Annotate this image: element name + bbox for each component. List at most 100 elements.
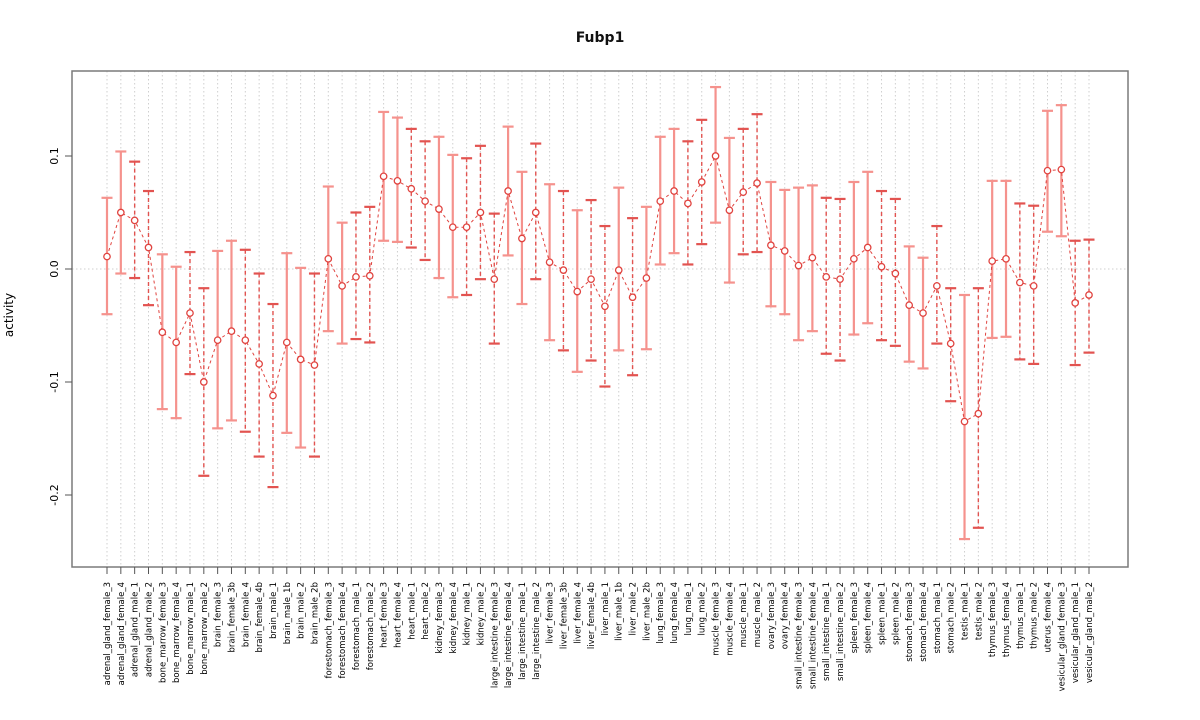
x-tick-label: large_intestine_female_3 (490, 582, 500, 688)
x-tick-label: kidney_male_1 (463, 582, 473, 645)
y-tick-label: 0.1 (48, 147, 61, 165)
data-point (531, 208, 540, 217)
x-tick-label: ovary_female_4 (781, 582, 791, 649)
data-point (780, 247, 789, 255)
data-point (1029, 282, 1038, 290)
x-tick-label: testis_male_2 (974, 582, 984, 640)
x-tick-label: heart_male_1 (407, 582, 417, 640)
data-point (241, 336, 250, 345)
x-tick-label: spleen_female_4 (864, 582, 874, 653)
data-point (1085, 291, 1093, 299)
x-tick-label: spleen_female_3 (850, 582, 860, 653)
data-point (670, 187, 678, 195)
data-point (850, 254, 858, 263)
x-tick-label: small_intestine_male_2 (836, 582, 846, 681)
x-tick-label: lung_female_4 (670, 582, 680, 644)
data-point (1015, 278, 1024, 287)
data-point (379, 172, 388, 181)
data-point (172, 338, 181, 347)
x-tick-label: heart_female_3 (380, 582, 390, 648)
x-tick-label: forestomach_male_1 (352, 582, 362, 670)
data-point (421, 197, 429, 206)
data-point (614, 266, 623, 274)
x-tick-label: small_intestine_male_1 (822, 582, 832, 681)
x-tick-label: bone_marrow_male_1 (186, 582, 196, 675)
x-tick-label: adrenal_gland_female_4 (117, 582, 127, 685)
data-point (808, 253, 817, 262)
data-point (255, 360, 263, 368)
data-point (199, 378, 208, 386)
x-tick-label: vesicular_gland_male_1 (1071, 582, 1081, 683)
x-tick-label: spleen_male_1 (878, 582, 888, 645)
x-tick-label: brain_female_4b (255, 582, 265, 652)
data-point (601, 302, 609, 311)
data-point (628, 293, 637, 302)
x-tick-label: testis_male_1 (961, 582, 971, 640)
x-tick-label: stomach_male_2 (947, 582, 957, 654)
x-tick-label: liver_male_1b (615, 582, 625, 641)
y-tick-label: 0.0 (48, 260, 61, 278)
x-tick-label: thymus_female_3 (988, 582, 998, 657)
data-point (282, 338, 291, 347)
data-point (933, 282, 941, 290)
x-tick-label: thymus_male_1 (1016, 582, 1026, 649)
data-point (767, 241, 775, 250)
x-tick-label: forestomach_female_4 (338, 582, 348, 678)
data-point (103, 252, 111, 261)
data-point (697, 178, 706, 186)
x-tick-label: muscle_male_1 (739, 582, 749, 647)
x-tick-label: kidney_female_4 (449, 582, 459, 654)
x-tick-label: heart_female_4 (393, 582, 403, 648)
x-tick-label: brain_female_3b (227, 582, 237, 652)
data-point (130, 216, 139, 225)
data-point (863, 243, 872, 252)
x-tick-label: muscle_female_4 (725, 582, 735, 656)
x-tick-label: uterus_female_4 (1044, 582, 1054, 652)
data-point (310, 361, 319, 369)
data-point (158, 328, 167, 337)
x-tick-label: stomach_male_1 (933, 582, 943, 654)
data-point (296, 355, 305, 364)
x-tick-label: small_intestine_female_3 (795, 582, 805, 689)
data-point (988, 257, 997, 265)
data-point (213, 336, 222, 345)
x-tick-label: bone_marrow_male_2 (200, 582, 210, 675)
x-tick-label: small_intestine_female_4 (808, 582, 818, 689)
data-point (877, 262, 886, 271)
x-tick-label: thymus_female_4 (1002, 582, 1012, 657)
data-point (822, 273, 831, 281)
data-point (794, 261, 803, 270)
x-tick-label: adrenal_gland_male_1 (131, 582, 141, 677)
x-tick-label: forestomach_male_2 (366, 582, 376, 670)
x-tick-label: large_intestine_male_1 (518, 582, 528, 680)
x-tick-label: brain_female_3 (214, 582, 224, 647)
data-point (711, 152, 720, 160)
x-tick-label: brain_female_4 (241, 582, 251, 647)
data-point (352, 273, 360, 281)
data-point (462, 223, 471, 232)
x-tick-label: liver_male_2 (629, 582, 639, 635)
x-tick-label: adrenal_gland_female_3 (103, 582, 113, 685)
x-tick-label: forestomach_female_3 (324, 582, 334, 678)
series-line (106, 154, 1090, 423)
data-point (905, 301, 914, 310)
x-tick-label: bone_marrow_female_3 (158, 582, 168, 683)
data-point (725, 206, 734, 215)
data-point (186, 309, 194, 317)
data-point (144, 243, 153, 252)
x-tick-label: brain_male_1 (269, 582, 279, 639)
x-tick-label: liver_female_4b (587, 582, 597, 649)
data-point (919, 309, 927, 317)
data-point (269, 391, 277, 400)
x-tick-label: liver_male_1 (601, 582, 611, 635)
data-point (739, 188, 748, 197)
data-point (338, 282, 346, 290)
data-point (891, 269, 900, 278)
x-tick-label: brain_male_1b (283, 582, 293, 644)
data-point (476, 208, 485, 217)
data-point (393, 177, 402, 185)
data-point (435, 205, 443, 213)
x-tick-label: muscle_male_2 (753, 582, 763, 647)
